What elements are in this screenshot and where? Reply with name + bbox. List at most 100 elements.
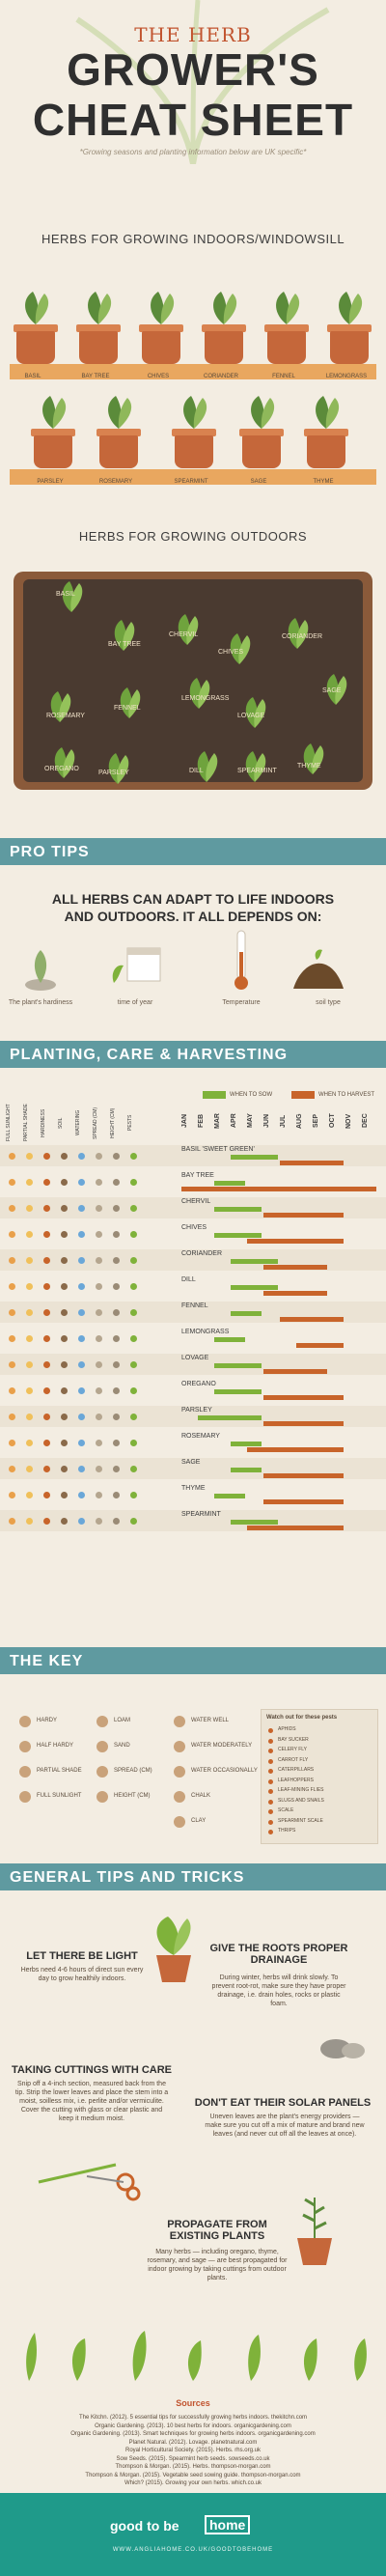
key-icon [174, 1816, 185, 1828]
pest-label: BAY SUCKER [278, 1736, 309, 1743]
indoor-plant-icon [329, 290, 370, 324]
row-icon [61, 1231, 68, 1238]
key-label: HEIGHT (CM) [114, 1793, 151, 1799]
pest-icon [268, 1758, 273, 1764]
legend-sow-label: WHEN TO SOW [230, 1092, 273, 1098]
indoor-plant-icon [174, 394, 214, 429]
source-line: Planet Natural. (2012). Lovage. planetna… [128, 2439, 258, 2446]
outdoor-plant-icon [42, 689, 77, 722]
harvest-bar [263, 1369, 327, 1374]
rocks-icon [318, 2028, 367, 2060]
tip-drainage-heading: GIVE THE ROOTS PROPER DRAINAGE [209, 1943, 348, 1966]
pot-rim [96, 429, 141, 436]
soil-icon [290, 946, 347, 993]
col-head: HARDINESS [41, 1108, 46, 1137]
row-icon [96, 1205, 102, 1212]
pot [205, 331, 243, 364]
row-icon [113, 1179, 120, 1186]
month-label: SEP [313, 1114, 319, 1129]
row-icon [113, 1231, 120, 1238]
pests-box [261, 1709, 378, 1844]
row-icon [130, 1440, 137, 1446]
outdoor-label: LOVAGE [237, 713, 265, 719]
row-icon [130, 1414, 137, 1420]
row-icon [78, 1466, 85, 1472]
outdoor-plant-icon [100, 751, 135, 784]
indoor-plant-icon [15, 290, 56, 324]
pot [142, 331, 180, 364]
key-icon [174, 1766, 185, 1778]
herb-name: DILL [181, 1276, 196, 1283]
herb-name: FENNEL [181, 1302, 208, 1309]
outdoor-plant-icon [106, 618, 141, 651]
row-icon [130, 1257, 137, 1264]
row-icon [26, 1257, 33, 1264]
row-icon [43, 1466, 50, 1472]
row-icon [9, 1153, 15, 1160]
indoor-label: ROSEMARY [98, 479, 133, 485]
row-icon [43, 1257, 50, 1264]
factor-hardiness: The plant's hardiness [8, 999, 73, 1006]
outdoor-plant-icon [318, 672, 353, 705]
row-icon [96, 1414, 102, 1420]
sow-bar [231, 1520, 278, 1525]
outdoor-label: CHIVES [218, 649, 244, 656]
pests-title: Watch out for these pests [266, 1715, 338, 1721]
harvest-bar [263, 1499, 344, 1504]
outdoors-title: HERBS FOR GROWING OUTDOORS [78, 529, 308, 544]
sow-bar [231, 1259, 278, 1264]
shelf-1 [10, 364, 376, 379]
month-label: NOV [345, 1113, 352, 1129]
row-icon [78, 1361, 85, 1368]
row-icon [61, 1153, 68, 1160]
row-icon [61, 1205, 68, 1212]
header-plant-leaves [39, 0, 347, 165]
indoor-plant-icon [266, 290, 307, 324]
potted-plant-icon [145, 1907, 203, 1984]
source-line: Which? (2015). Growing your own herbs. w… [124, 2480, 262, 2486]
harvest-bar [263, 1395, 344, 1400]
row-icon [26, 1153, 33, 1160]
brand-logo-home: home [205, 2515, 251, 2534]
herb-name: LEMONGRASS [181, 1329, 230, 1335]
pest-icon [268, 1830, 273, 1834]
pest-label: LEAF-MINING FLIES [278, 1787, 324, 1793]
row-icon [130, 1361, 137, 1368]
herb-name: CORIANDER [181, 1250, 223, 1257]
row-icon [130, 1466, 137, 1472]
row-icon [26, 1231, 33, 1238]
outdoor-label: ROSEMARY [46, 713, 85, 719]
row-icon [78, 1205, 85, 1212]
footer-url[interactable]: WWW.ANGLIAHOME.CO.UK/GOODTOBEHOME [112, 2547, 274, 2553]
pest-label: LEAFHOPPERS [278, 1777, 314, 1783]
key-icon [19, 1766, 31, 1778]
herb-name: PARSLEY [181, 1407, 212, 1414]
tip-solar-heading: DON'T EAT THEIR SOLAR PANELS [194, 2097, 372, 2109]
planting-title: PLANTING, CARE & HARVESTING [10, 1047, 289, 1063]
row-icon [9, 1283, 15, 1290]
row-icon [9, 1440, 15, 1446]
row-icon [26, 1440, 33, 1446]
row-icon [9, 1387, 15, 1394]
pot-rim [172, 429, 216, 436]
row-icon [61, 1335, 68, 1342]
pro-tips-title: PRO TIPS [10, 844, 90, 860]
pest-icon [268, 1738, 273, 1744]
pot-rim [139, 324, 183, 332]
tip-propagate-body: Many herbs — including oregano, thyme, r… [147, 2249, 288, 2282]
row-icon [113, 1440, 120, 1446]
row-icon [130, 1231, 137, 1238]
row-icon [43, 1414, 50, 1420]
herb-name: OREGANO [181, 1381, 216, 1387]
pot [34, 435, 72, 468]
pest-label: CARROT FLY [278, 1756, 309, 1763]
outdoor-label: BAY TREE [108, 641, 141, 648]
indoor-label: LEMONGRASS [325, 374, 368, 379]
row-icon [26, 1361, 33, 1368]
tip-cuttings-body: Snip off a 4-inch section, measured back… [14, 2081, 169, 2122]
key-icon [96, 1741, 108, 1752]
row-icon [96, 1283, 102, 1290]
row-icon [43, 1335, 50, 1342]
row-icon [96, 1335, 102, 1342]
row-icon [9, 1179, 15, 1186]
